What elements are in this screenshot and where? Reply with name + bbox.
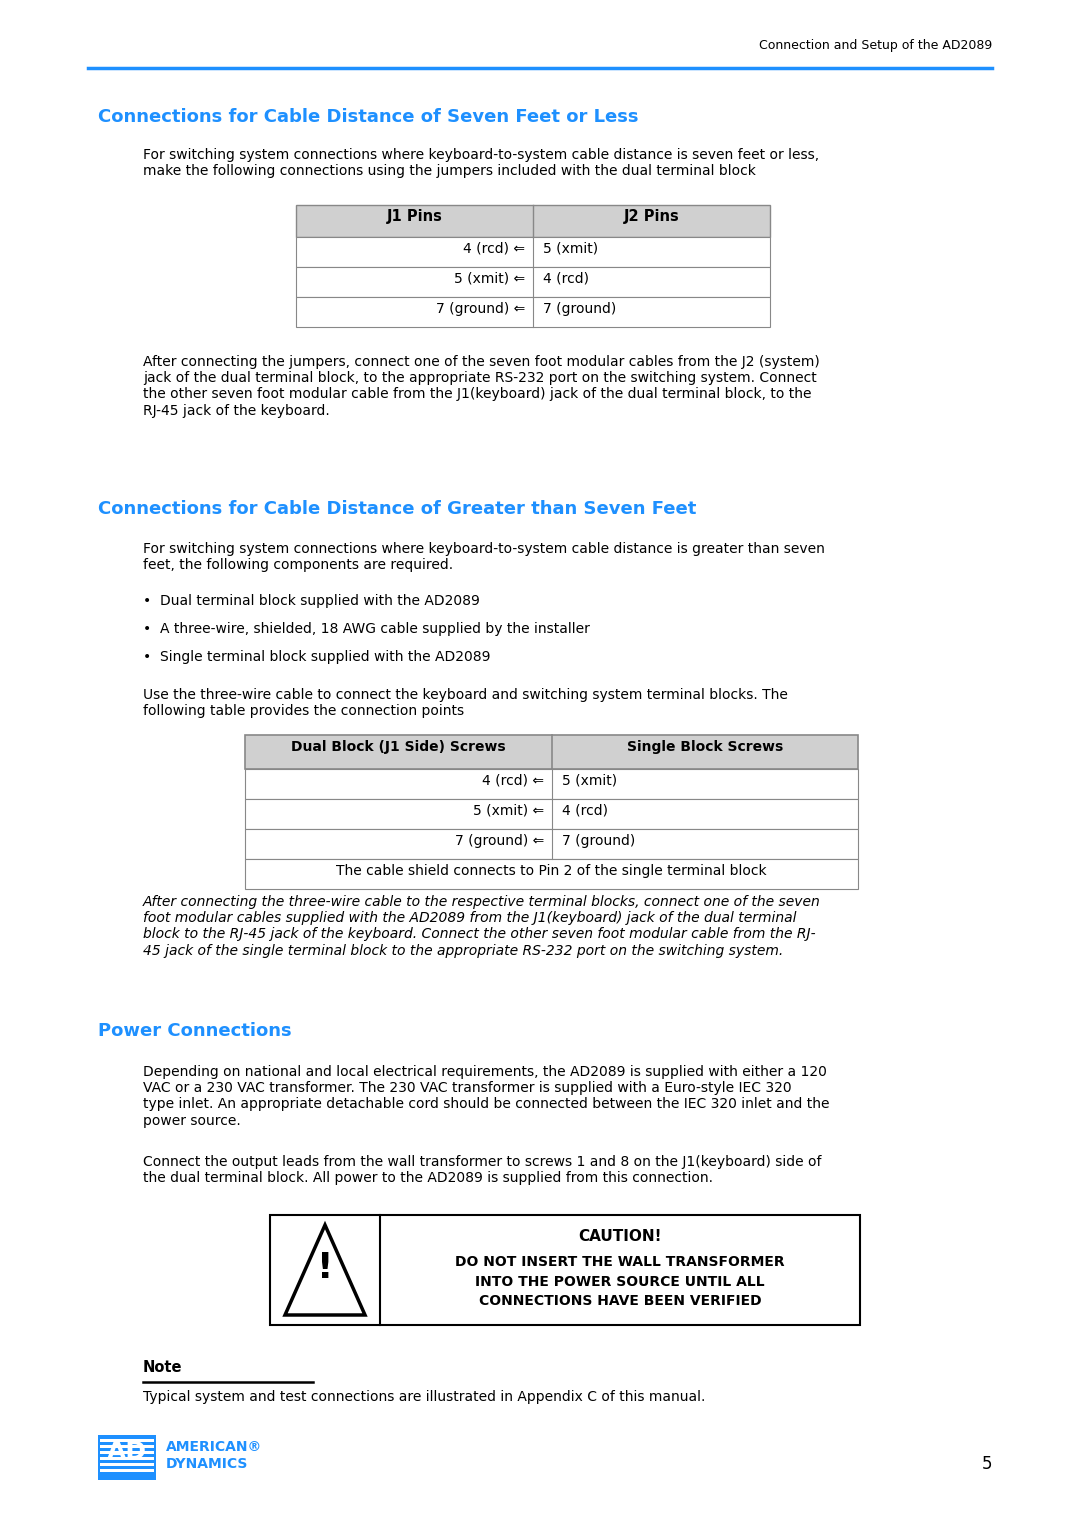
Text: •  Single terminal block supplied with the AD2089: • Single terminal block supplied with th… — [143, 651, 490, 664]
Text: Connections for Cable Distance of Seven Feet or Less: Connections for Cable Distance of Seven … — [98, 108, 638, 127]
Text: Use the three-wire cable to connect the keyboard and switching system terminal b: Use the three-wire cable to connect the … — [143, 689, 788, 718]
Bar — [296, 237, 770, 267]
Text: Connection and Setup of the AD2089: Connection and Setup of the AD2089 — [759, 40, 993, 52]
Bar — [245, 799, 858, 829]
Text: 7 (ground) ⇐: 7 (ground) ⇐ — [455, 834, 544, 847]
Text: DO NOT INSERT THE WALL TRANSFORMER
INTO THE POWER SOURCE UNTIL ALL
CONNECTIONS H: DO NOT INSERT THE WALL TRANSFORMER INTO … — [455, 1255, 785, 1309]
Text: •  Dual terminal block supplied with the AD2089: • Dual terminal block supplied with the … — [143, 594, 480, 608]
Bar — [245, 860, 858, 889]
Bar — [245, 770, 858, 799]
Text: For switching system connections where keyboard-to-system cable distance is seve: For switching system connections where k… — [143, 148, 819, 179]
Text: CAUTION!: CAUTION! — [578, 1229, 662, 1245]
Text: Single Block Screws: Single Block Screws — [626, 741, 783, 754]
Text: 5 (xmit): 5 (xmit) — [543, 241, 598, 257]
Text: 7 (ground): 7 (ground) — [543, 302, 617, 316]
Bar — [100, 1451, 154, 1454]
Text: Power Connections: Power Connections — [98, 1022, 292, 1040]
Text: Typical system and test connections are illustrated in Appendix C of this manual: Typical system and test connections are … — [143, 1390, 705, 1403]
Text: 5 (xmit) ⇐: 5 (xmit) ⇐ — [454, 272, 525, 286]
Text: 5 (xmit): 5 (xmit) — [562, 774, 617, 788]
Bar — [100, 1438, 154, 1441]
Text: AD: AD — [107, 1440, 147, 1464]
Text: For switching system connections where keyboard-to-system cable distance is grea: For switching system connections where k… — [143, 542, 825, 573]
Text: The cable shield connects to Pin 2 of the single terminal block: The cable shield connects to Pin 2 of th… — [336, 864, 767, 878]
Text: 4 (rcd) ⇐: 4 (rcd) ⇐ — [482, 774, 544, 788]
Bar — [296, 267, 770, 296]
Text: 4 (rcd): 4 (rcd) — [543, 272, 589, 286]
Text: J1 Pins: J1 Pins — [387, 209, 443, 224]
Bar — [100, 1469, 154, 1472]
Text: 4 (rcd): 4 (rcd) — [562, 805, 608, 818]
Text: After connecting the jumpers, connect one of the seven foot modular cables from : After connecting the jumpers, connect on… — [143, 354, 820, 417]
Text: Connections for Cable Distance of Greater than Seven Feet: Connections for Cable Distance of Greate… — [98, 499, 697, 518]
Text: Connect the output leads from the wall transformer to screws 1 and 8 on the J1(k: Connect the output leads from the wall t… — [143, 1154, 822, 1185]
Bar — [245, 734, 858, 770]
Text: After connecting the three-wire cable to the respective terminal blocks, connect: After connecting the three-wire cable to… — [143, 895, 821, 957]
Bar — [100, 1457, 154, 1460]
Text: 5: 5 — [982, 1455, 993, 1474]
Text: Dual Block (J1 Side) Screws: Dual Block (J1 Side) Screws — [292, 741, 505, 754]
Bar — [98, 1435, 156, 1480]
Text: 7 (ground) ⇐: 7 (ground) ⇐ — [435, 302, 525, 316]
Text: 4 (rcd) ⇐: 4 (rcd) ⇐ — [463, 241, 525, 257]
Bar — [100, 1463, 154, 1466]
Bar — [100, 1445, 154, 1448]
Polygon shape — [285, 1225, 365, 1315]
Text: Note: Note — [143, 1361, 183, 1374]
Text: DYNAMICS: DYNAMICS — [166, 1457, 248, 1471]
Bar — [270, 1215, 860, 1325]
Text: J2 Pins: J2 Pins — [623, 209, 679, 224]
Bar — [296, 205, 770, 237]
Text: AMERICAN®: AMERICAN® — [166, 1440, 262, 1454]
Bar — [296, 296, 770, 327]
Text: Depending on national and local electrical requirements, the AD2089 is supplied : Depending on national and local electric… — [143, 1064, 829, 1127]
Text: 5 (xmit) ⇐: 5 (xmit) ⇐ — [473, 805, 544, 818]
Text: •  A three-wire, shielded, 18 AWG cable supplied by the installer: • A three-wire, shielded, 18 AWG cable s… — [143, 621, 590, 637]
Bar — [245, 829, 858, 860]
Text: 7 (ground): 7 (ground) — [562, 834, 635, 847]
Text: !: ! — [316, 1251, 334, 1286]
